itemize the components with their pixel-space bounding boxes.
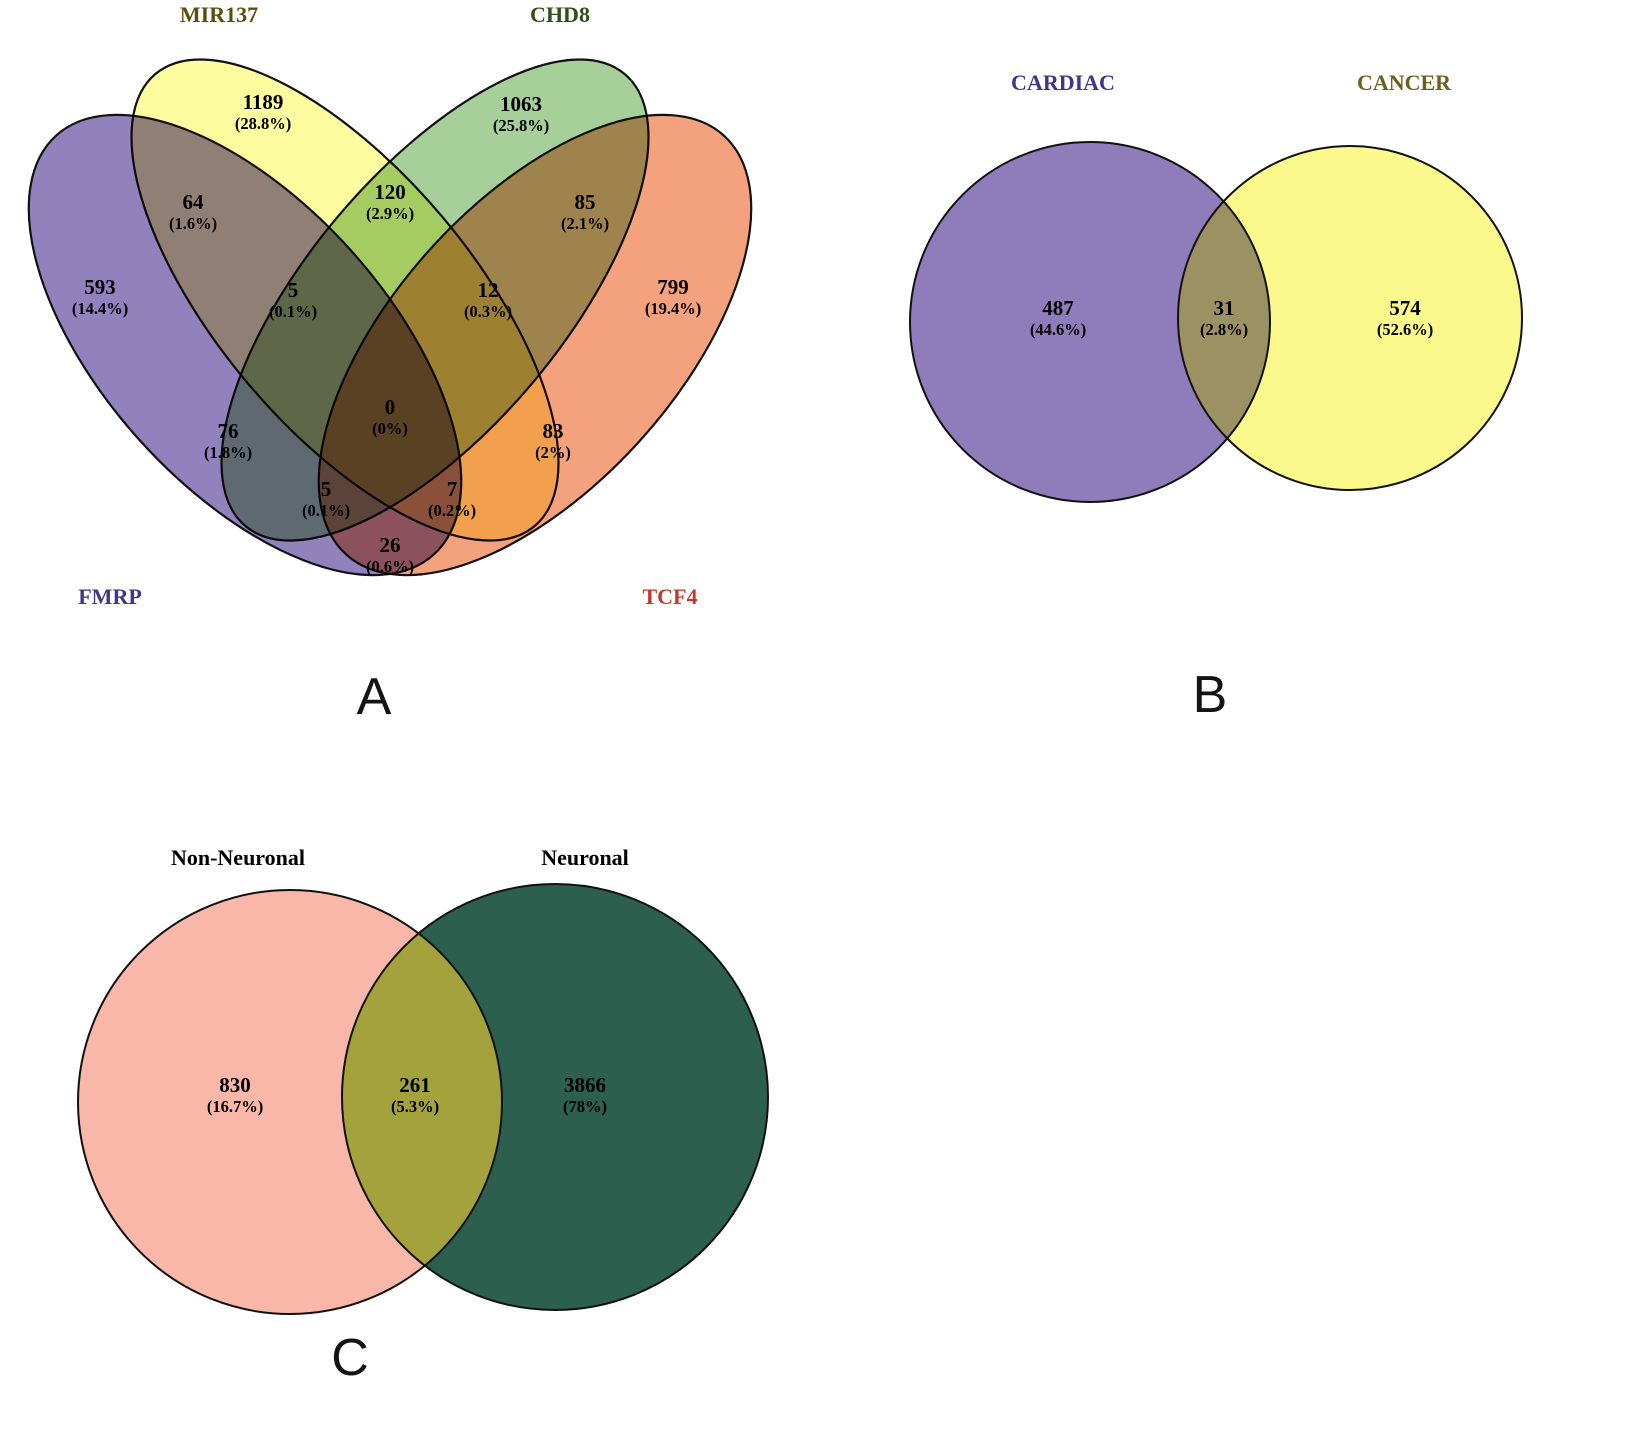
set-label-cancer: CANCER — [1356, 70, 1452, 95]
region-count: 1189 — [242, 90, 284, 115]
circle-cardiac — [910, 142, 1270, 502]
region-percent: 16.7% — [207, 1097, 263, 1116]
region-percent: 19.4% — [645, 299, 701, 318]
region-count: 83 — [542, 419, 564, 444]
region-label-fmrp-chd8: 76 1.8% — [204, 419, 252, 462]
set-label-cardiac: CARDIAC — [1011, 70, 1115, 95]
region-percent: 2.8% — [1200, 320, 1248, 339]
region-count: 830 — [219, 1073, 251, 1098]
region-percent: 78% — [563, 1097, 607, 1116]
region-count: 1063 — [500, 92, 542, 117]
region-label-mir137-chd8: 120 2.9% — [366, 180, 414, 223]
region-label-fmrp-mir137: 64 1.6% — [169, 190, 217, 233]
region-count: 76 — [217, 419, 239, 444]
venn2-cardiac-cancer-svg — [909, 141, 1523, 503]
region-count: 487 — [1042, 296, 1074, 321]
region-label-fmrp-tcf4: 26 0.6% — [366, 533, 414, 576]
set-label-tcf4: TCF4 — [642, 584, 698, 609]
circle-neuronal-outline — [341, 883, 769, 1311]
region-count: 799 — [657, 275, 689, 300]
region-count: 5 — [287, 278, 299, 303]
panel-letter-b: B — [1192, 666, 1228, 724]
region-label-mir137-only: 1189 28.8% — [235, 90, 291, 133]
region-count: 120 — [374, 180, 406, 205]
region-percent: 0.1% — [302, 501, 350, 520]
set-label-chd8: CHD8 — [530, 2, 590, 27]
circle-cardiac-outline — [909, 141, 1271, 503]
panel-letter-c: C — [331, 1329, 369, 1387]
region-label-fmrp-only: 593 14.4% — [72, 275, 128, 318]
region-percent: 1.8% — [204, 443, 252, 462]
set-label-fmrp: FMRP — [78, 584, 142, 609]
panel-c-venn: Non-Neuronal Neuronal 830 16.7% 261 5.3%… — [60, 830, 800, 1410]
circle-cancer-outline — [1177, 145, 1523, 491]
region-label-mir137-tcf4: 83 2% — [535, 419, 571, 462]
region-percent: 44.6% — [1030, 320, 1086, 339]
region-count: 3866 — [564, 1073, 606, 1098]
region-percent: 52.6% — [1377, 320, 1433, 339]
region-count: 5 — [320, 477, 332, 502]
region-count: 0 — [384, 395, 396, 420]
region-percent: 28.8% — [235, 114, 291, 133]
region-percent: 0.3% — [464, 302, 512, 321]
region-percent: 2.1% — [561, 214, 609, 233]
panel-b-venn: CARDIAC CANCER 487 44.6% 31 2.8% 574 52.… — [880, 50, 1580, 750]
region-percent: 2% — [535, 443, 571, 462]
overlap-neuronal — [342, 890, 502, 1310]
region-count: 574 — [1389, 296, 1421, 321]
region-label-all-four: 0 0% — [372, 395, 408, 438]
region-label-non-neuronal-only: 830 16.7% — [207, 1073, 263, 1116]
region-label-cancer-only: 574 52.6% — [1377, 296, 1433, 339]
region-count: 593 — [84, 275, 116, 300]
region-label-fmrp-chd8-tcf4: 5 0.1% — [302, 477, 350, 520]
region-count: 64 — [182, 190, 204, 215]
set-label-mir137: MIR137 — [179, 2, 259, 27]
region-label-chd8-only: 1063 25.8% — [493, 92, 549, 135]
region-label-cardiac-only: 487 44.6% — [1030, 296, 1086, 339]
venn2-neuronal-svg — [77, 883, 769, 1315]
region-percent: 0.6% — [366, 557, 414, 576]
panel-letter-a: A — [356, 668, 392, 726]
region-percent: 5.3% — [391, 1097, 439, 1116]
region-percent: 2.9% — [366, 204, 414, 223]
region-percent: 1.6% — [169, 214, 217, 233]
venn4-svg — [27, 58, 753, 577]
region-label-fmrp-mir137-tcf4: 7 0.2% — [428, 477, 476, 520]
region-count: 85 — [574, 190, 596, 215]
set-label-neuronal: Neuronal — [541, 845, 629, 870]
circle-cancer — [1178, 146, 1522, 490]
region-count: 31 — [1213, 296, 1235, 321]
ellipse-tcf4 — [317, 113, 753, 577]
set-label-non-neuronal: Non-Neuronal — [170, 845, 306, 870]
panel-a-venn: MIR137 CHD8 FMRP TCF4 1189 28.8% 1063 25… — [0, 0, 800, 740]
region-count: 26 — [379, 533, 401, 558]
region-label-neuronal-overlap: 261 5.3% — [391, 1073, 439, 1116]
region-label-chd8-tcf4: 85 2.1% — [561, 190, 609, 233]
region-percent: 0.2% — [428, 501, 476, 520]
region-percent: 14.4% — [72, 299, 128, 318]
region-label-neuronal-only: 3866 78% — [563, 1073, 607, 1116]
region-count: 7 — [446, 477, 458, 502]
region-percent: 0.1% — [269, 302, 317, 321]
region-label-tcf4-only: 799 19.4% — [645, 275, 701, 318]
region-label-fmrp-mir137-chd8: 5 0.1% — [269, 278, 317, 321]
region-percent: 0% — [372, 419, 408, 438]
region-percent: 25.8% — [493, 116, 549, 135]
circle-non-neuronal-outline — [77, 889, 503, 1315]
region-label-mir137-chd8-tcf4: 12 0.3% — [464, 278, 512, 321]
region-count: 261 — [399, 1073, 431, 1098]
region-label-cardiac-cancer: 31 2.8% — [1200, 296, 1248, 339]
region-count: 12 — [477, 278, 499, 303]
